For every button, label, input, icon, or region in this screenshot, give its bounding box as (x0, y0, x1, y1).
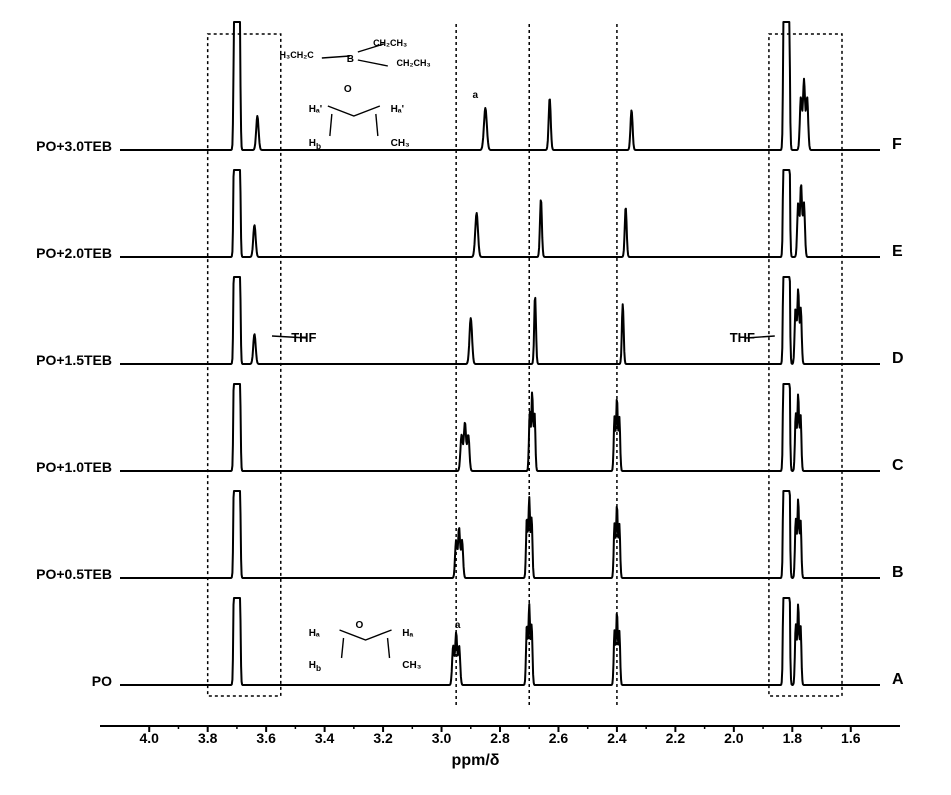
x-tick: 2.6 (549, 730, 568, 746)
x-tick: 2.8 (490, 730, 509, 746)
x-axis-label: ppm/δ (452, 752, 500, 770)
annotation: Hb (309, 660, 321, 673)
trace-right-label: D (892, 350, 922, 368)
x-tick: 3.6 (256, 730, 275, 746)
x-tick: 1.8 (783, 730, 802, 746)
trace-right-label: E (892, 243, 922, 261)
annotation: a (472, 90, 478, 101)
annotation: H₃CH₂C (280, 50, 314, 60)
annotation: Hₐ (402, 628, 413, 639)
x-tick: 3.2 (373, 730, 392, 746)
trace-left-label: PO (2, 673, 112, 689)
annotation: CH₂CH₃ (396, 58, 430, 68)
annotation: B (347, 54, 354, 65)
annotation: O (356, 620, 364, 631)
x-tick: 1.6 (841, 730, 860, 746)
trace-left-label: PO+1.0TEB (2, 459, 112, 475)
annotation: CH₃ (391, 138, 410, 149)
annotation: CH₃ (402, 660, 421, 671)
annotation: Hₐ' (391, 104, 404, 115)
trace-left-label: PO+2.0TEB (2, 245, 112, 261)
annotation: O (344, 84, 352, 95)
x-tick: 2.0 (724, 730, 743, 746)
annotation: Hₐ (309, 628, 320, 639)
trace-right-label: F (892, 136, 922, 154)
trace-left-label: PO+1.5TEB (2, 352, 112, 368)
trace-right-label: C (892, 457, 922, 475)
x-tick: 3.0 (432, 730, 451, 746)
trace-left-label: PO+3.0TEB (2, 138, 112, 154)
x-tick: 4.0 (139, 730, 158, 746)
annotation: Hb (309, 138, 321, 151)
x-tick: 3.8 (198, 730, 217, 746)
annotation: Hₐ' (309, 104, 322, 115)
x-tick: 3.4 (315, 730, 334, 746)
x-tick: 2.2 (666, 730, 685, 746)
trace-right-label: B (892, 564, 922, 582)
x-tick: 2.4 (607, 730, 626, 746)
annotation: THF (730, 330, 755, 345)
annotation: a (455, 620, 461, 631)
trace-right-label: A (892, 671, 922, 689)
chart-svg (0, 0, 951, 795)
trace-left-label: PO+0.5TEB (2, 566, 112, 582)
nmr-stacked-chart: 4.0 3.8 3.6 3.4 3.2 3.0 2.8 2.6 2.4 2.2 2.0 1.8 1.6 P… (0, 0, 951, 795)
annotation: THF (291, 330, 316, 345)
annotation: CH₂CH₃ (373, 38, 407, 48)
